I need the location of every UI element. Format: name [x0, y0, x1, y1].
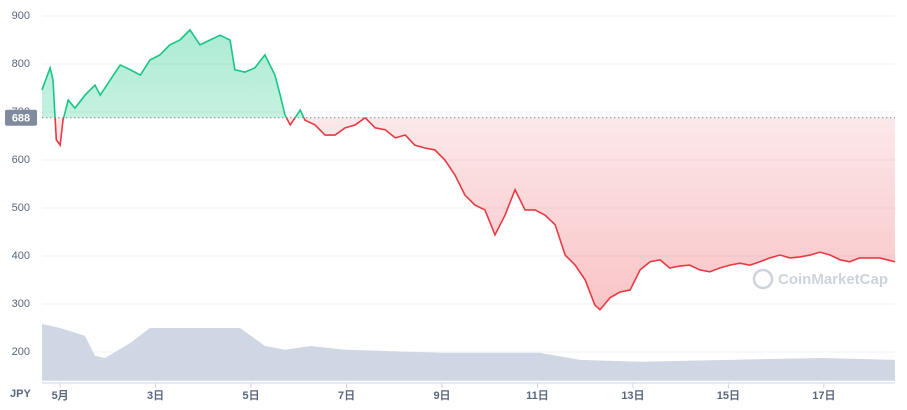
y-tick-label: 500 — [12, 202, 30, 214]
y-tick-label: 200 — [12, 346, 30, 358]
y-tick-label: 400 — [12, 250, 30, 262]
x-tick-label: 15日 — [717, 389, 740, 402]
x-tick-label: 3日 — [147, 389, 164, 402]
y-tick-label: 600 — [12, 154, 30, 166]
volume-area — [42, 323, 895, 381]
currency-label: JPY — [10, 388, 31, 400]
price-line-down — [54, 117, 896, 311]
area-above — [42, 29, 895, 118]
x-tick-label: 11日 — [526, 389, 549, 402]
x-tick-label: 7日 — [338, 389, 355, 402]
x-tick-label: 17日 — [812, 389, 835, 402]
x-tick-label: 5日 — [243, 389, 260, 402]
area-below — [55, 117, 895, 310]
y-tick-label: 900 — [12, 10, 30, 22]
y-tick-label: 300 — [12, 298, 30, 310]
baseline-label-box — [5, 109, 37, 126]
y-tick-label: 800 — [12, 58, 30, 70]
x-tick-label: 5月 — [52, 389, 69, 402]
price-line-up — [41, 28, 367, 118]
baseline-label: 688 — [12, 113, 30, 125]
watermark-logo — [752, 268, 774, 290]
x-tick-label: 9日 — [433, 389, 450, 402]
watermark: CoinMarketCap — [778, 271, 888, 288]
x-tick-label: 13日 — [621, 389, 644, 402]
